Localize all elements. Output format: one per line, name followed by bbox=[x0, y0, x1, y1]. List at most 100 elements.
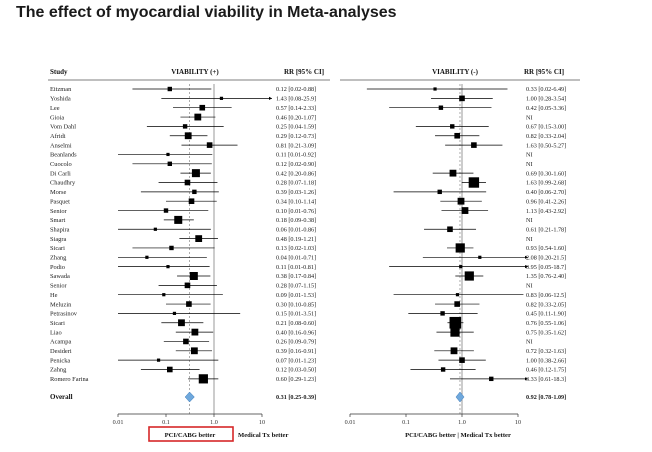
study-label: Lee bbox=[50, 105, 60, 112]
left-rr-value: 0.11 [0.01-0.81] bbox=[276, 264, 316, 271]
left-point-marker bbox=[174, 215, 183, 224]
left-point-marker bbox=[188, 198, 195, 204]
left-ci-arrow bbox=[269, 96, 272, 100]
study-label: Romero Farina bbox=[50, 376, 89, 383]
study-label: Meluzin bbox=[50, 301, 72, 308]
left-rr-value: 0.30 [0.10-0.85] bbox=[276, 301, 316, 308]
left-point-marker bbox=[195, 235, 203, 242]
right-point-marker bbox=[438, 105, 444, 110]
study-label: Chaudhry bbox=[50, 180, 76, 187]
study-header: Study bbox=[50, 68, 68, 76]
study-label: Smart bbox=[50, 217, 65, 224]
right-point-marker bbox=[455, 293, 460, 297]
viability-negative-panel: 0.33 [0.02-6.49] 1.00 [0.28-3.54] 0.42 [0.… bbox=[345, 84, 566, 426]
left-rr-value: 0.11 [0.01-0.92] bbox=[276, 152, 316, 159]
right-rr-value: 0.42 [0.05-3.36] bbox=[526, 105, 566, 112]
right-point-marker bbox=[450, 124, 455, 129]
right-point-marker bbox=[459, 265, 463, 269]
study-label: Beanlands bbox=[50, 152, 77, 159]
left-point-marker bbox=[184, 282, 191, 289]
page-title: The effect of myocardial viability in Me… bbox=[16, 4, 397, 21]
left-rr-value: 0.13 [0.02-1.03] bbox=[276, 245, 316, 252]
left-rr-value: 0.26 [0.09-0.79] bbox=[276, 339, 316, 346]
study-label: Senior bbox=[50, 208, 68, 215]
left-point-marker bbox=[172, 311, 177, 315]
right-axis-label: PCI/CABG better | Medical Tx better bbox=[405, 432, 511, 439]
left-point-marker bbox=[163, 208, 169, 213]
left-point-marker bbox=[167, 86, 173, 92]
right-rr-value: NI bbox=[526, 161, 533, 168]
study-label: Sicari bbox=[50, 245, 65, 252]
study-label: Liao bbox=[50, 329, 62, 336]
left-rr-value: 0.10 [0.01-0.76] bbox=[276, 208, 316, 215]
left-tick-label: 0.01 bbox=[113, 419, 124, 426]
left-point-marker bbox=[145, 255, 149, 259]
right-point-marker bbox=[471, 142, 477, 148]
left-panel-header: VIABILITY (+) bbox=[171, 68, 219, 76]
study-labels: Eitzman Yoshida Lee Gioia Vom Dahl Afridi Anse… bbox=[50, 86, 89, 383]
overall-label: Overall bbox=[50, 393, 73, 401]
left-axis-label-pci: PCI/CABG better bbox=[165, 432, 216, 439]
left-point-marker bbox=[167, 366, 173, 373]
left-rr-value: 0.81 [0.21-3.09] bbox=[276, 142, 316, 149]
left-rr-value: 0.21 [0.08-0.60] bbox=[276, 320, 316, 327]
left-point-marker bbox=[199, 104, 206, 111]
right-point-marker bbox=[449, 316, 462, 329]
right-point-marker bbox=[454, 301, 460, 307]
right-tick-label: 1.0 bbox=[458, 419, 466, 426]
right-rr-value: 0.82 [0.33-2.04] bbox=[526, 133, 566, 140]
study-label: Desideri bbox=[50, 348, 72, 355]
right-point-marker bbox=[450, 327, 460, 337]
right-point-marker bbox=[478, 255, 482, 259]
left-rr-value: 0.60 [0.29-1.23] bbox=[276, 376, 316, 383]
right-rr-value: 0.67 [0.15-3.00] bbox=[526, 124, 566, 131]
left-rr-value: 0.06 [0.01-0.86] bbox=[276, 226, 316, 233]
left-rr-value: 0.12 [0.02-0.88] bbox=[276, 86, 316, 93]
right-rr-value: 1.63 [0.50-5.27] bbox=[526, 142, 566, 149]
right-rr-value: NI bbox=[526, 152, 533, 159]
study-label: Di Carli bbox=[50, 170, 71, 177]
study-label: Vom Dahl bbox=[50, 124, 76, 131]
right-rr-value: NI bbox=[526, 114, 533, 121]
right-rr-header: RR [95% CI] bbox=[524, 68, 564, 76]
study-label: Penicka bbox=[50, 357, 70, 364]
right-point-marker bbox=[459, 357, 465, 363]
right-rr-value: 0.82 [0.33-2.05] bbox=[526, 301, 566, 308]
right-point-marker bbox=[489, 376, 494, 382]
right-ci-arrow bbox=[525, 255, 528, 259]
right-rr-value: 0.40 [0.06-2.70] bbox=[526, 189, 566, 196]
left-point-marker bbox=[156, 358, 161, 362]
right-ci-arrow bbox=[525, 377, 528, 381]
left-rr-value: 0.25 [0.04-1.59] bbox=[276, 124, 316, 131]
left-point-marker bbox=[198, 374, 208, 384]
right-rr-value: 0.69 [0.30-1.60] bbox=[526, 170, 566, 177]
left-point-marker bbox=[184, 132, 192, 140]
right-rr-value: 0.95 [0.05-18.7] bbox=[526, 264, 566, 271]
left-point-marker bbox=[182, 124, 188, 129]
left-rr-value: 0.29 [0.12-0.73] bbox=[276, 133, 316, 140]
left-rr-value: 0.28 [0.07-1.15] bbox=[276, 283, 316, 290]
left-tick-label: 0.1 bbox=[162, 419, 170, 426]
left-rr-value: 0.07 [0.01-1.23] bbox=[276, 357, 316, 364]
study-label: Zahng bbox=[50, 367, 67, 374]
right-point-marker bbox=[454, 132, 460, 139]
right-panel-header: VIABILITY (-) bbox=[432, 68, 478, 76]
left-rr-value: 0.18 [0.09-0.38] bbox=[276, 217, 316, 224]
left-point-marker bbox=[206, 142, 213, 148]
left-point-marker bbox=[190, 347, 198, 355]
right-rr-value: 0.93 [0.54-1.60] bbox=[526, 245, 566, 252]
left-point-marker bbox=[189, 272, 198, 280]
right-rr-value: 2.08 [0.20-21.5] bbox=[526, 255, 566, 262]
study-label: Petrasinov bbox=[50, 311, 78, 318]
study-label: Eitzman bbox=[50, 86, 72, 93]
right-tick-label: 10 bbox=[515, 419, 521, 426]
left-rr-value: 0.46 [0.20-1.07] bbox=[276, 114, 316, 121]
right-rr-value: 1.13 [0.43-2.92] bbox=[526, 208, 566, 215]
left-rr-value: 0.28 [0.07-1.18] bbox=[276, 180, 316, 187]
right-point-marker bbox=[450, 347, 458, 355]
right-rr-value: 1.00 [0.38-2.66] bbox=[526, 357, 566, 364]
right-point-marker bbox=[440, 367, 446, 372]
left-point-marker bbox=[191, 328, 199, 336]
left-rr-value: 0.48 [0.19-1.21] bbox=[276, 236, 316, 243]
right-point-marker bbox=[433, 87, 437, 91]
